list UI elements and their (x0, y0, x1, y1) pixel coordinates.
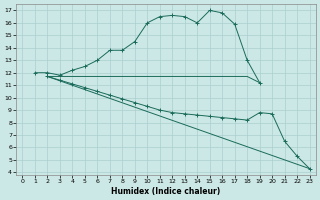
X-axis label: Humidex (Indice chaleur): Humidex (Indice chaleur) (111, 187, 221, 196)
